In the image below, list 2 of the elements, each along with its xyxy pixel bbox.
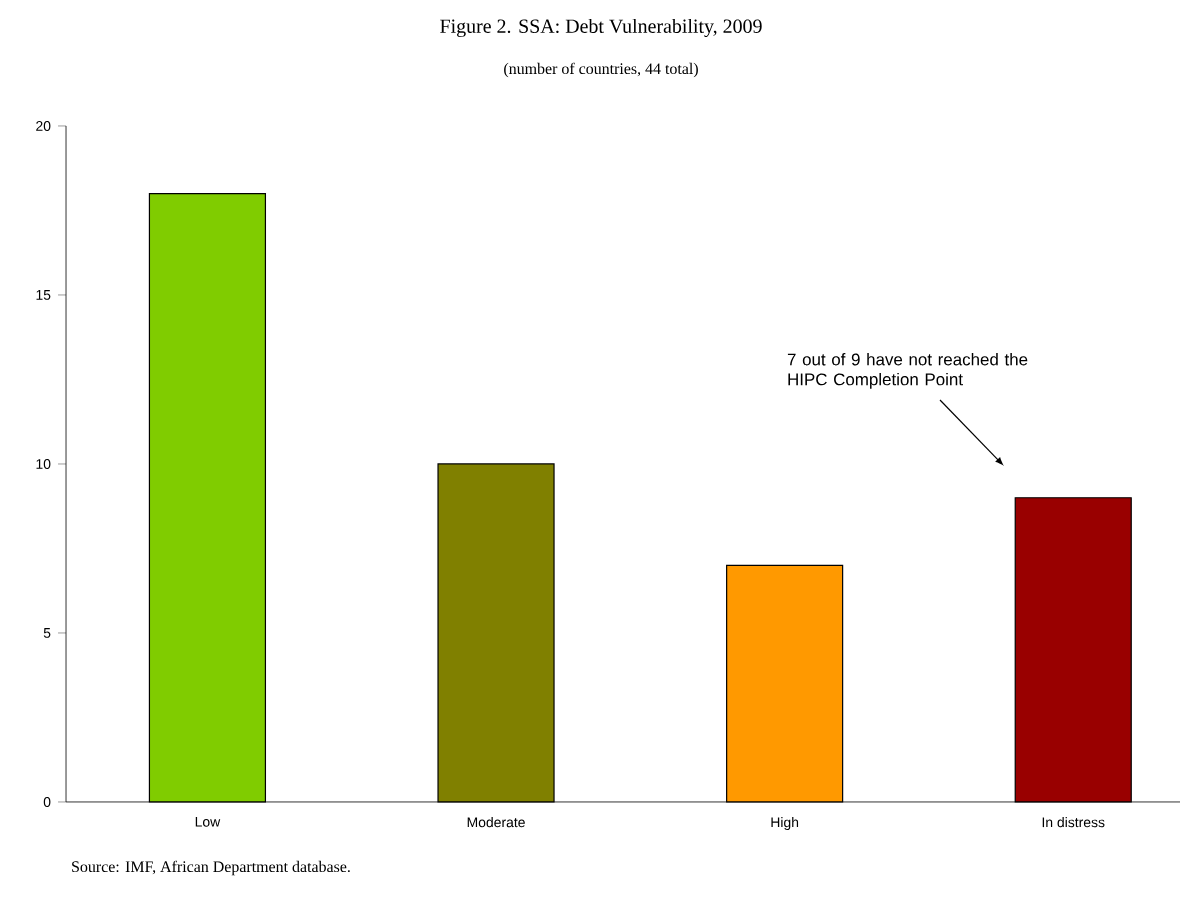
annotation: 7 out of 9 have not reached the HIPC Completion Point (787, 353, 1028, 389)
chart-title: Figure 2. SSA: Debt Vulnerability, 2009 (440, 18, 762, 38)
